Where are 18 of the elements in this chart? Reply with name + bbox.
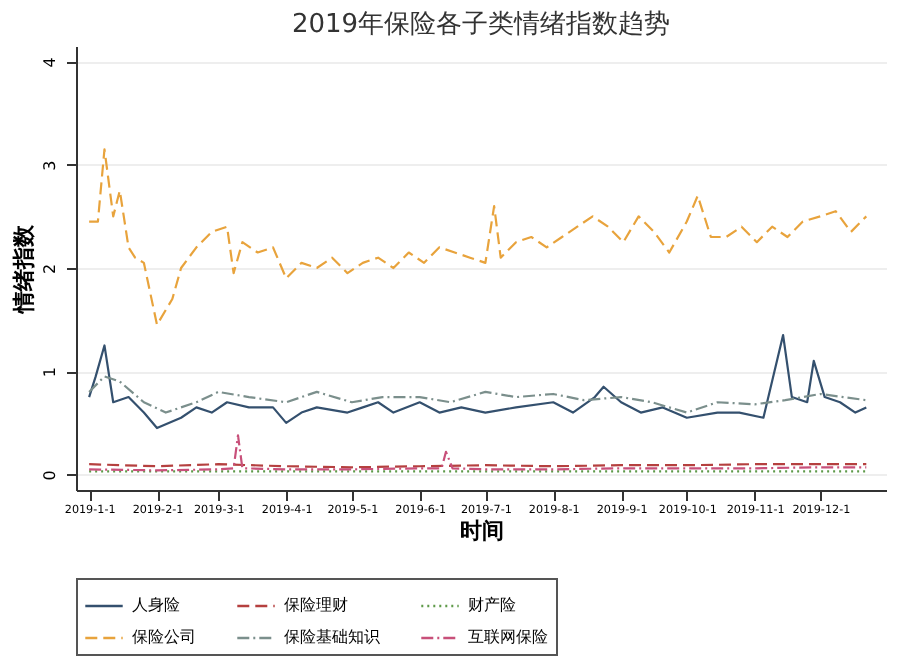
line-series (88, 375, 868, 414)
line-series (88, 434, 868, 472)
legend-label: 保险理财 (284, 596, 348, 614)
y-tick-label: 1 (41, 367, 59, 378)
line-series (88, 148, 868, 326)
legend-label: 财产险 (468, 596, 516, 614)
y-axis-title: 情绪指数 (11, 223, 37, 315)
line-series (88, 334, 868, 430)
y-tick-label: 3 (41, 160, 59, 171)
legend-label: 人身险 (132, 596, 180, 614)
legend-label: 保险公司 (132, 628, 196, 646)
y-tick-label: 0 (41, 470, 59, 481)
legend-label: 保险基础知识 (284, 628, 380, 646)
chart-title: 2019年保险各子类情绪指数趋势 (291, 10, 671, 40)
y-tick-label: 2 (41, 263, 59, 275)
legend-label: 互联网保险 (468, 628, 548, 646)
x-axis-title: 时间 (460, 518, 504, 545)
y-tick-label: 4 (41, 57, 59, 68)
